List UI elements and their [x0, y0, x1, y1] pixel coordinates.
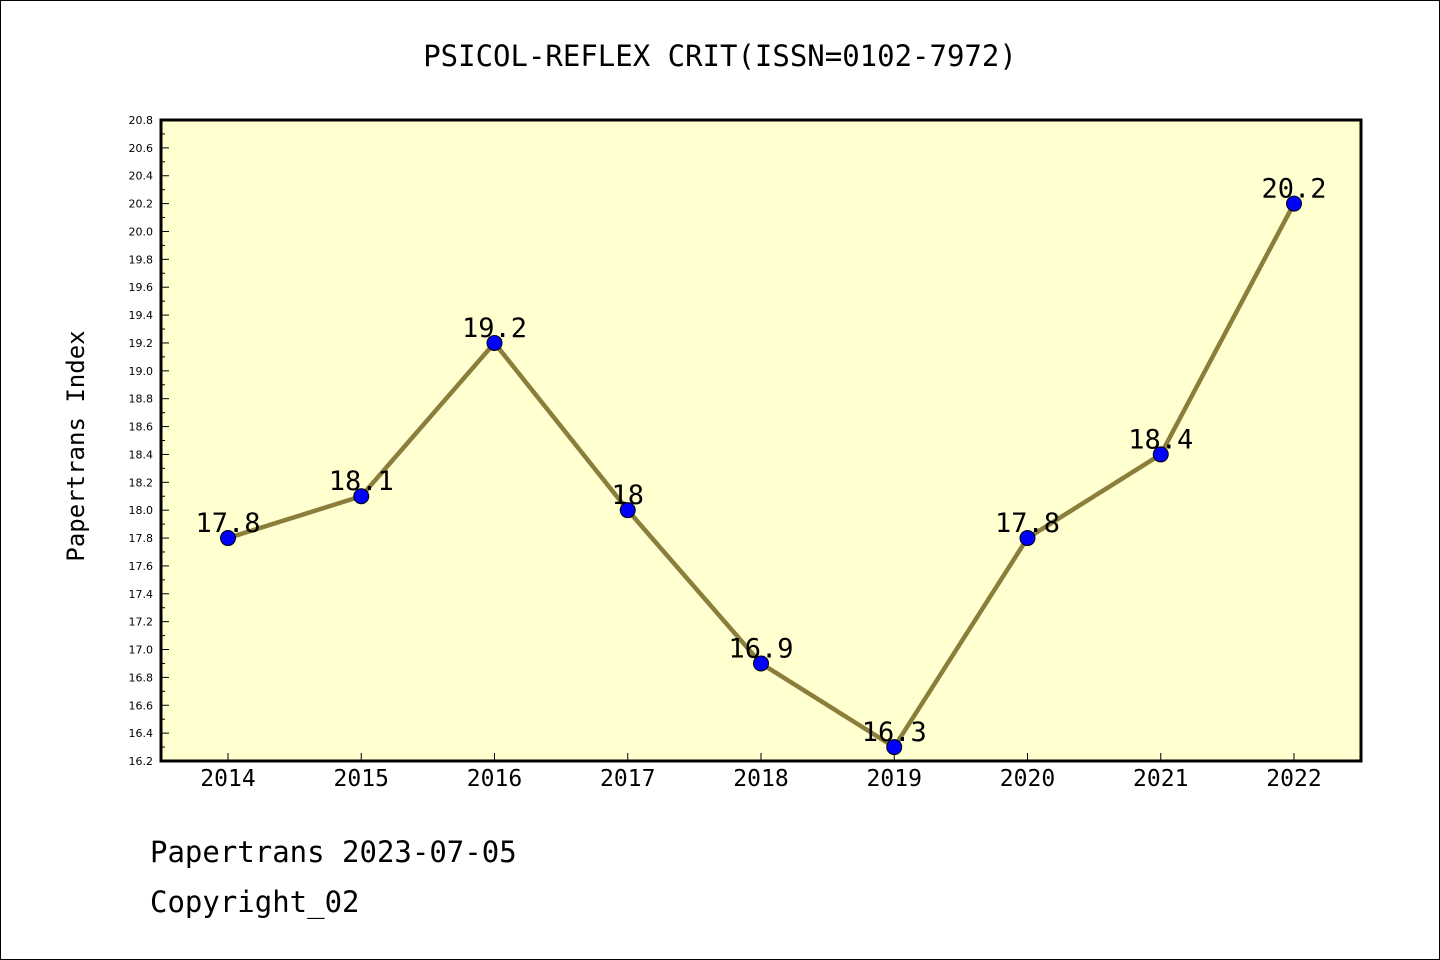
y-tick-label: 18.6	[129, 421, 154, 434]
y-tick-label: 17.2	[129, 616, 154, 629]
x-tick-label: 2014	[200, 766, 255, 792]
data-label: 16.3	[862, 717, 927, 748]
y-tick-label: 19.2	[129, 337, 154, 350]
y-tick-label: 20.4	[129, 170, 154, 183]
x-tick-label: 2016	[467, 766, 522, 792]
x-tick-label: 2015	[334, 766, 389, 792]
data-label: 19.2	[462, 313, 527, 344]
x-tick-label: 2022	[1266, 766, 1321, 792]
y-tick-label: 20.6	[129, 142, 154, 155]
x-tick-label: 2021	[1133, 766, 1188, 792]
data-point	[353, 488, 370, 505]
data-point	[1019, 530, 1036, 547]
x-tick-label: 2017	[600, 766, 655, 792]
data-label: 17.8	[995, 508, 1060, 539]
y-tick-label: 16.4	[129, 727, 154, 740]
y-tick-label: 18.4	[129, 448, 154, 461]
y-tick-label: 16.8	[129, 671, 154, 684]
y-tick-label: 20.0	[129, 225, 154, 238]
data-point	[886, 739, 903, 756]
y-tick-label: 19.4	[129, 309, 154, 322]
plot-area	[161, 120, 1361, 761]
y-tick-label: 18.2	[129, 476, 154, 489]
y-tick-label: 17.0	[129, 644, 154, 657]
y-tick-label: 20.8	[129, 114, 154, 127]
x-axis-ticks: 2014 2015 2016 2017 2018 2019 2020 2021 2022	[200, 753, 1322, 792]
data-label: 17.8	[195, 508, 260, 539]
data-label: 18.1	[329, 466, 394, 497]
chart-title: PSICOL-REFLEX CRIT(ISSN=0102-7972)	[423, 39, 1017, 73]
footer-copyright: Copyright_02	[150, 885, 360, 919]
y-tick-label: 19.6	[129, 281, 154, 294]
footer-date: Papertrans 2023-07-05	[150, 835, 517, 869]
data-point	[619, 502, 636, 519]
y-tick-label: 18.8	[129, 393, 154, 406]
plot-border	[159, 118, 1363, 763]
y-tick-label: 18.0	[129, 504, 154, 517]
x-tick-label: 2020	[1000, 766, 1055, 792]
y-tick-label: 16.2	[129, 755, 154, 768]
data-point	[1286, 195, 1302, 212]
y-axis-ticks: 16.2 16.4 16.6 16.8 17.0 17.2 17.4 17.6 17.8 18.0…	[129, 114, 169, 768]
data-point	[486, 334, 503, 351]
y-axis-label: Papertrans Index	[62, 330, 90, 561]
y-tick-label: 19.0	[129, 365, 154, 378]
series-line-group: 17.8 18.1 19.2 18 16.9 16.3 17.8 18.4 20.2	[195, 174, 1327, 756]
data-point	[220, 530, 236, 547]
y-tick-label: 17.4	[129, 588, 154, 601]
data-label: 20.2	[1261, 174, 1326, 205]
x-tick-label: 2018	[733, 766, 788, 792]
y-tick-label: 16.6	[129, 699, 154, 712]
data-label: 16.9	[728, 633, 793, 664]
data-label: 18	[611, 480, 644, 511]
data-point	[1152, 446, 1169, 463]
x-tick-label: 2019	[867, 766, 922, 792]
data-label: 18.4	[1128, 424, 1193, 455]
y-tick-label: 17.8	[129, 532, 154, 545]
y-tick-label: 20.2	[129, 198, 154, 211]
y-tick-label: 17.6	[129, 560, 154, 573]
data-point	[753, 655, 769, 672]
y-tick-label: 19.8	[129, 253, 154, 266]
